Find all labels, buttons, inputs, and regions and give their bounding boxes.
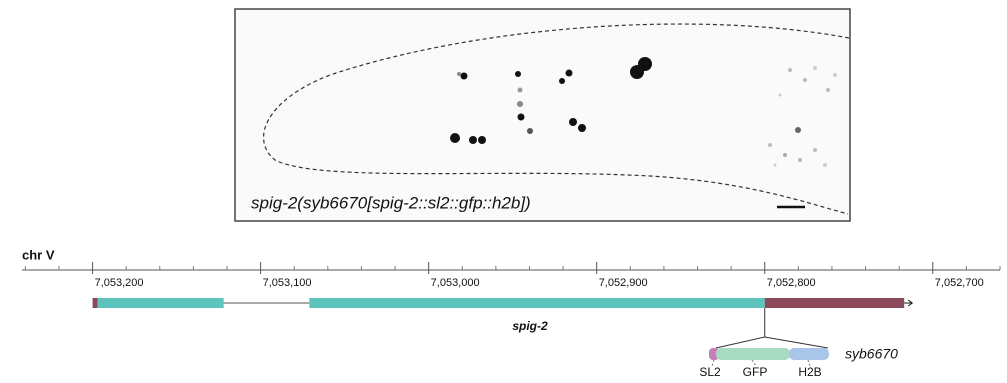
microscopy-panel: spig-2(syb6670[spig-2::sl2::gfp::h2b]) [235, 9, 850, 221]
exon [309, 298, 764, 308]
tick-label: 7,052,700 [935, 277, 984, 289]
tick-label: 7,052,800 [767, 277, 816, 289]
utr [93, 298, 98, 308]
figure: spig-2(syb6670[spig-2::sl2::gfp::h2b]) c… [0, 0, 1007, 383]
tick-label: 7,053,200 [95, 277, 144, 289]
tick-label: 7,052,900 [599, 277, 648, 289]
h2b-box [789, 348, 829, 360]
part-label: GFP [743, 365, 768, 379]
strand-arrow [904, 300, 912, 306]
gene-name: spig-2 [512, 319, 548, 333]
image-frame [235, 9, 850, 221]
chromosome-label: chr V [22, 247, 55, 262]
caption: spig-2(syb6670[spig-2::sl2::gfp::h2b]) [251, 193, 531, 212]
tick-label: 7,053,000 [431, 277, 480, 289]
gfp-box [716, 348, 790, 360]
insert-lines [716, 308, 828, 348]
exon [98, 298, 224, 308]
part-label: H2B [798, 365, 821, 379]
utr [765, 298, 904, 308]
part-label: SL2 [699, 365, 721, 379]
allele-name: syb6670 [845, 346, 898, 362]
tick-label: 7,053,100 [263, 277, 312, 289]
